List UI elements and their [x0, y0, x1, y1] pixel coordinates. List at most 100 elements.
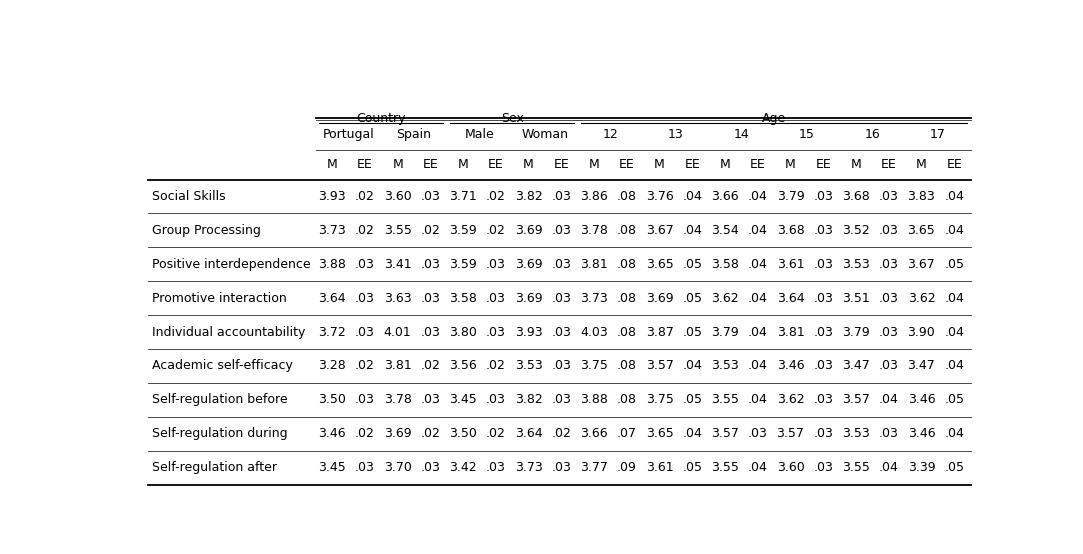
Text: 3.73: 3.73 [580, 291, 608, 305]
Text: 3.62: 3.62 [712, 291, 739, 305]
Text: 3.55: 3.55 [712, 461, 739, 474]
Text: .03: .03 [551, 190, 571, 203]
Text: M: M [916, 158, 927, 171]
Text: 3.66: 3.66 [712, 190, 739, 203]
Text: Male: Male [465, 128, 494, 141]
Text: .03: .03 [420, 461, 441, 474]
Text: 3.66: 3.66 [580, 427, 608, 440]
Text: .04: .04 [747, 461, 768, 474]
Text: 3.55: 3.55 [712, 393, 739, 406]
Text: 3.79: 3.79 [777, 190, 805, 203]
Text: M: M [327, 158, 338, 171]
Text: 3.90: 3.90 [908, 326, 936, 338]
Text: .03: .03 [878, 360, 899, 372]
Text: 3.65: 3.65 [908, 224, 936, 237]
Text: .03: .03 [486, 461, 506, 474]
Text: Self-regulation during: Self-regulation during [152, 427, 288, 440]
Text: 3.42: 3.42 [449, 461, 477, 474]
Text: .05: .05 [682, 258, 702, 271]
Text: 3.57: 3.57 [645, 360, 674, 372]
Text: 3.55: 3.55 [841, 461, 870, 474]
Text: .03: .03 [813, 291, 833, 305]
Text: 3.82: 3.82 [514, 393, 543, 406]
Text: .03: .03 [813, 393, 833, 406]
Text: .03: .03 [551, 461, 571, 474]
Text: .03: .03 [486, 258, 506, 271]
Text: .03: .03 [813, 190, 833, 203]
Text: 3.68: 3.68 [843, 190, 870, 203]
Text: 3.53: 3.53 [712, 360, 739, 372]
Text: .04: .04 [747, 326, 768, 338]
Text: 3.77: 3.77 [580, 461, 608, 474]
Text: 3.93: 3.93 [514, 326, 543, 338]
Text: M: M [523, 158, 534, 171]
Text: .04: .04 [944, 427, 964, 440]
Text: 3.45: 3.45 [318, 461, 347, 474]
Text: 3.46: 3.46 [908, 427, 936, 440]
Text: Spain: Spain [396, 128, 431, 141]
Text: 3.82: 3.82 [514, 190, 543, 203]
Text: 3.65: 3.65 [645, 427, 674, 440]
Text: 3.57: 3.57 [777, 427, 805, 440]
Text: 3.59: 3.59 [449, 258, 477, 271]
Text: 3.81: 3.81 [580, 258, 608, 271]
Text: .03: .03 [551, 393, 571, 406]
Text: M: M [654, 158, 665, 171]
Text: 3.69: 3.69 [514, 291, 543, 305]
Text: .04: .04 [944, 326, 964, 338]
Text: .03: .03 [355, 393, 375, 406]
Text: Self-regulation after: Self-regulation after [152, 461, 277, 474]
Text: .04: .04 [682, 360, 702, 372]
Text: 3.62: 3.62 [908, 291, 936, 305]
Text: 3.56: 3.56 [449, 360, 477, 372]
Text: .04: .04 [747, 258, 768, 271]
Text: .04: .04 [878, 393, 899, 406]
Text: .04: .04 [944, 224, 964, 237]
Text: .05: .05 [682, 326, 702, 338]
Text: 3.76: 3.76 [645, 190, 674, 203]
Text: 3.39: 3.39 [908, 461, 936, 474]
Text: .03: .03 [813, 258, 833, 271]
Text: .05: .05 [682, 393, 702, 406]
Text: 3.61: 3.61 [777, 258, 805, 271]
Text: .02: .02 [355, 190, 375, 203]
Text: .04: .04 [747, 291, 768, 305]
Text: 3.59: 3.59 [449, 224, 477, 237]
Text: 3.80: 3.80 [449, 326, 478, 338]
Text: 3.54: 3.54 [712, 224, 739, 237]
Text: 3.50: 3.50 [318, 393, 347, 406]
Text: 3.62: 3.62 [777, 393, 805, 406]
Text: 3.81: 3.81 [777, 326, 805, 338]
Text: Group Processing: Group Processing [152, 224, 261, 237]
Text: Individual accountability: Individual accountability [152, 326, 305, 338]
Text: Portugal: Portugal [323, 128, 375, 141]
Text: .03: .03 [878, 291, 899, 305]
Text: 4.01: 4.01 [383, 326, 412, 338]
Text: M: M [589, 158, 600, 171]
Text: .03: .03 [420, 326, 441, 338]
Text: 3.53: 3.53 [843, 427, 870, 440]
Text: .08: .08 [617, 190, 637, 203]
Text: .03: .03 [486, 326, 506, 338]
Text: .03: .03 [551, 326, 571, 338]
Text: 3.46: 3.46 [777, 360, 805, 372]
Text: 3.64: 3.64 [318, 291, 345, 305]
Text: .03: .03 [551, 291, 571, 305]
Text: 3.64: 3.64 [514, 427, 543, 440]
Text: .02: .02 [355, 360, 375, 372]
Text: .03: .03 [813, 224, 833, 237]
Text: .02: .02 [486, 427, 506, 440]
Text: .03: .03 [813, 427, 833, 440]
Text: .03: .03 [747, 427, 768, 440]
Text: 3.86: 3.86 [580, 190, 608, 203]
Text: 3.68: 3.68 [777, 224, 805, 237]
Text: .03: .03 [878, 427, 899, 440]
Text: 3.28: 3.28 [318, 360, 347, 372]
Text: 3.81: 3.81 [383, 360, 412, 372]
Text: .05: .05 [682, 461, 702, 474]
Text: .03: .03 [551, 224, 571, 237]
Text: 3.50: 3.50 [449, 427, 478, 440]
Text: M: M [458, 158, 469, 171]
Text: Promotive interaction: Promotive interaction [152, 291, 287, 305]
Text: .03: .03 [355, 258, 375, 271]
